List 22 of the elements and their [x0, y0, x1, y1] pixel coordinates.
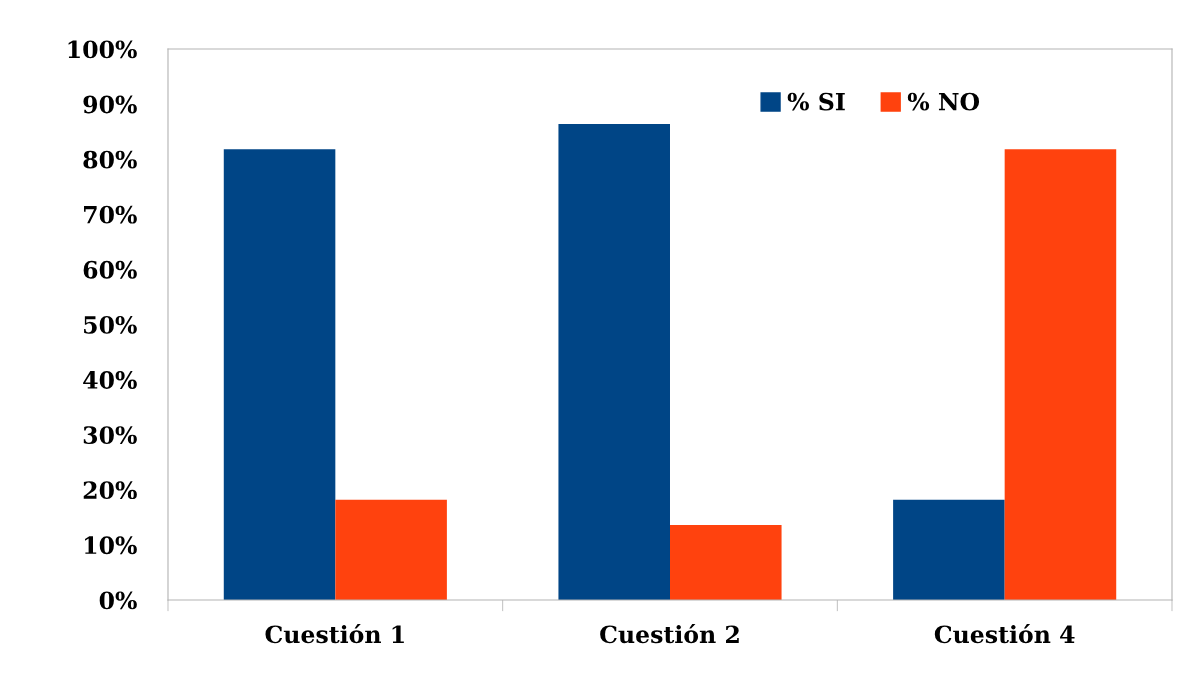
y-tick-label: 10% — [85, 536, 137, 555]
bar — [670, 525, 782, 600]
bar — [223, 149, 336, 600]
y-tick-label: 60% — [83, 260, 137, 279]
y-tick-label: 40% — [83, 371, 137, 389]
y-tick-label: 0% — [99, 591, 137, 610]
bar — [1004, 149, 1117, 600]
y-tick-label: 90% — [83, 95, 137, 114]
x-tick-label: Cuestión 1 — [265, 624, 404, 644]
x-tick-label: Cuestión 2 — [600, 624, 739, 644]
legend-label: % NO — [907, 92, 980, 111]
bar — [335, 499, 447, 600]
bar — [893, 499, 1005, 600]
y-tick-label: 70% — [84, 205, 137, 224]
x-tick-label: Cuestión 4 — [934, 624, 1075, 644]
legend-label: % SI — [787, 92, 845, 111]
y-tick-label: 20% — [83, 481, 137, 500]
bar — [558, 123, 670, 600]
y-tick-label: 50% — [84, 315, 137, 334]
y-tick-label: 80% — [83, 150, 137, 169]
y-tick-label: 100% — [68, 40, 137, 59]
y-tick-label: 30% — [83, 426, 137, 445]
